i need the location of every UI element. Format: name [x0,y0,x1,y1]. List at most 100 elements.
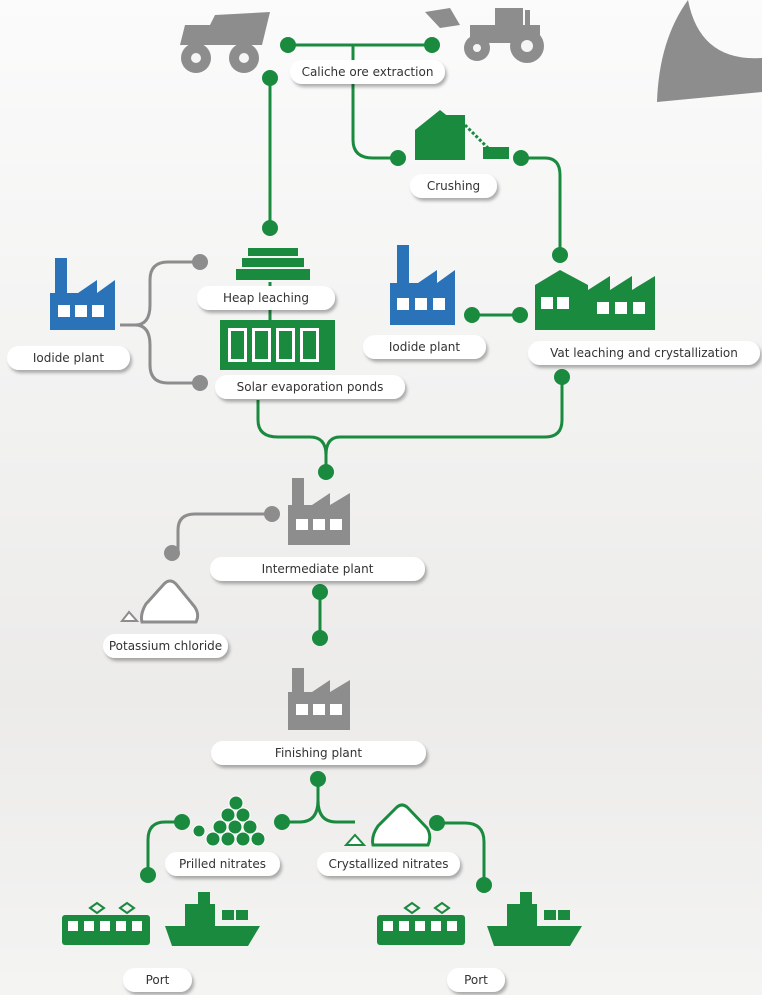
ship-icon-left [198,892,210,904]
crystallized-nitrates-icon [346,805,430,845]
process-diagram: Caliche ore extraction Crushing Heap leach… [0,0,762,995]
train-icon-right [415,921,425,931]
connector-dots [424,37,440,53]
label-text: Port [464,973,488,987]
intermediate-plant-icon [313,519,325,530]
solar-ponds-icon [231,331,244,359]
crystallized-nitrates-icon [346,835,364,845]
connector-dots [274,814,290,830]
label-text: Heap leaching [223,291,309,305]
connector-dots [554,369,570,385]
node-label: Heap leaching [197,286,335,310]
dump-truck-icon [191,53,201,63]
train-icon-left [100,921,110,931]
node-label: Solar evaporation ponds [215,375,405,399]
label-text: Crystallized nitrates [328,857,448,871]
vat-leaching-icon [615,302,627,314]
loader-icon [473,44,481,52]
potassium-chloride-icon [122,612,137,621]
vat-leaching-icon [535,270,655,330]
solar-ponds-icon [220,320,335,370]
node-label: Potassium chloride [103,634,228,658]
solar-ponds-icon [255,331,268,359]
connector-dots [262,220,278,236]
connector-dots [513,150,529,166]
loader-icon [521,40,533,52]
potassium-chloride-icon [122,581,198,622]
connector-dots [476,877,492,893]
node-label: Crushing [410,174,497,198]
iodide-plant-icon-mid [433,298,445,310]
ship-icon-right [544,910,556,920]
ship-icon-right [487,892,582,946]
vat-leaching-icon [541,297,553,309]
crushing-icon [483,147,509,159]
connector-dots [280,37,296,53]
label-text: Solar evaporation ponds [237,380,384,394]
label-text: Caliche ore extraction [302,65,434,79]
iodide-plant-icon-left [92,305,104,317]
node-label: Iodide plant [7,346,130,370]
decor-wedge [657,0,762,102]
solar-ponds-icon [279,331,292,359]
prilled-nitrates-icon [193,825,205,837]
ship-icon-right [558,910,570,920]
label-text: Finishing plant [275,746,362,760]
node-label: Port [447,968,505,992]
prilled-nitrates-icon [251,832,265,846]
node-label: Intermediate plant [210,557,425,581]
label-text: Crushing [427,179,480,193]
prilled-nitrates-icon [236,832,250,846]
connector-dots [312,630,328,646]
ship-icon-left [185,904,215,926]
page: Caliche ore extraction Crushing Heap leach… [0,0,762,995]
iodide-plant-icon-mid [415,298,427,310]
train-icon-right [431,921,441,931]
vat-leaching-icon [633,302,645,314]
heap-leaching-icon [248,248,298,256]
ship-icon-left [165,926,260,946]
train-icon-left [84,921,94,931]
node-label: Iodide plant [363,335,486,359]
label-text: Iodide plant [33,351,105,365]
train-icon-left [68,921,78,931]
dump-truck-icon [180,12,270,73]
connector-dots [464,307,480,323]
loader-icon [425,8,460,28]
iodide-plant-icon-left [55,258,67,293]
connector-dots [512,307,528,323]
dump-truck-icon [180,12,270,45]
connector-dots [312,584,328,600]
crushing-icon [415,110,509,160]
finishing-plant-icon [296,704,308,715]
train-icon-left [132,921,142,931]
crushing-icon [440,115,465,160]
ship-icon-right [520,892,532,904]
train-icon-right [377,903,465,945]
loader-icon [495,8,523,28]
heap-leaching-icon [236,248,310,280]
prilled-nitrates-icon [193,796,265,846]
labels: Caliche ore extraction Crushing Heap leach… [7,60,760,992]
connector-dots [262,70,278,86]
train-icon-right [405,903,449,913]
connector-dots [264,506,280,522]
node-label: Port [123,968,192,992]
vat-leaching-icon [597,302,609,314]
intermediate-plant-icon [330,519,342,530]
crystallized-nitrates-icon [373,805,430,845]
train-icon-right [399,921,409,931]
dump-truck-icon [239,53,249,63]
ship-icon-left [236,910,248,920]
finishing-plant-icon [288,668,350,730]
connector-dots [140,867,156,883]
iodide-plant-icon-left [75,305,87,317]
intermediate-plant-icon [288,478,350,545]
label-text: Port [146,973,170,987]
connector-dots [192,254,208,270]
prilled-nitrates-icon [206,832,220,846]
heap-leaching-icon [242,258,304,267]
connectors [178,514,272,553]
heap-leaching-icon [236,269,310,280]
label-text: Iodide plant [389,340,461,354]
